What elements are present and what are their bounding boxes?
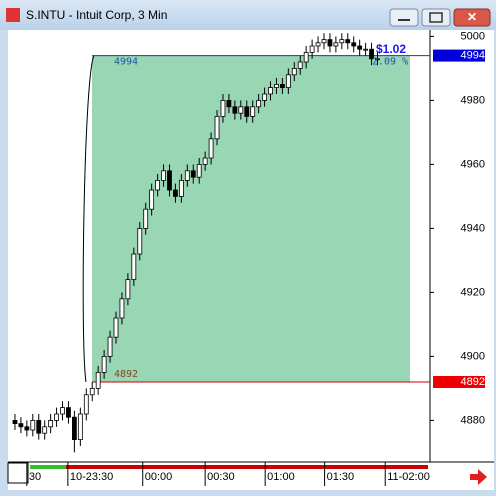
candle-body (95, 371, 101, 389)
window-buttons: ✕ (389, 8, 491, 27)
candle-body (238, 106, 244, 114)
minimize-button[interactable] (389, 8, 419, 27)
x-tick-label: 01:30 (327, 471, 355, 483)
scroll-arrow[interactable] (470, 469, 487, 485)
candle-body (321, 39, 327, 44)
corner-box[interactable] (7, 462, 29, 484)
range-high-label: 4994 (114, 57, 138, 68)
candle-body (250, 106, 256, 117)
y-tick-label: 4900 (461, 350, 485, 362)
candle-body (303, 52, 309, 63)
y-tick-label: 4920 (461, 286, 485, 298)
candle-body (48, 419, 54, 428)
candle-body (137, 227, 143, 255)
candle-body (119, 298, 125, 319)
maximize-icon (429, 12, 443, 23)
y-tick-label: 4960 (461, 158, 485, 170)
candle-body (149, 189, 155, 210)
close-icon: ✕ (467, 10, 477, 24)
candle-body (262, 93, 267, 101)
candle-body (18, 423, 24, 428)
x-tick-label: 11-02:00 (387, 471, 430, 483)
y-tick-label: 4940 (461, 222, 485, 234)
candle-body (54, 413, 59, 421)
candle-body (208, 138, 214, 159)
price-high-box (433, 49, 485, 62)
candle-body (285, 74, 291, 89)
candle-body (327, 39, 333, 47)
candle-body (155, 179, 161, 191)
candle-body (214, 116, 220, 140)
candle-body (178, 179, 184, 197)
x-tick-label: 00:30 (207, 471, 235, 483)
candle-body (131, 253, 137, 281)
range-box (92, 55, 410, 382)
candle-body (66, 407, 71, 418)
price-low-box (433, 376, 485, 388)
candle-body (345, 39, 351, 44)
candle-body (256, 100, 262, 108)
candle-body (190, 170, 196, 178)
candle-body (279, 84, 285, 89)
y-tick-label: 4980 (461, 94, 485, 106)
x-tick-label: 01:00 (267, 471, 295, 483)
candle-body (125, 279, 131, 300)
candle-body (89, 387, 95, 396)
candle-body (60, 407, 65, 415)
range-edge (82, 55, 95, 383)
change-pct-label: 2.09 % (372, 57, 408, 68)
y-tick-label: 4880 (461, 414, 485, 426)
price-high-text: 4994 (461, 50, 485, 62)
candle-body (291, 68, 297, 76)
window-title: S.INTU - Intuit Corp, 3 Min (26, 8, 167, 22)
candle-body (173, 189, 178, 197)
candle-body (72, 416, 77, 441)
candle-body (184, 170, 190, 181)
candle-body (101, 355, 107, 373)
candle-body (339, 39, 345, 44)
candle-body (161, 170, 166, 181)
candle-body (12, 419, 18, 424)
candle-body (77, 413, 83, 441)
candle-body (42, 426, 48, 434)
y-tick-label: 5000 (461, 30, 485, 42)
candle-body (30, 419, 36, 431)
candle-body (83, 394, 89, 415)
candle-body (333, 42, 339, 47)
candle-body (36, 419, 42, 434)
candle-body (375, 58, 380, 61)
candle-body (107, 336, 113, 357)
candle-body (274, 84, 279, 89)
candle-body (220, 100, 226, 117)
maximize-button[interactable] (421, 8, 451, 27)
candle-body (369, 48, 374, 60)
x-tick-label: 10-23:30 (70, 471, 113, 483)
x-tick-label: 00:00 (145, 471, 173, 483)
range-low-label: 4892 (114, 369, 138, 380)
x-tick-label: 30 (29, 471, 41, 483)
price-low-text: 4892 (461, 376, 485, 388)
candle-body (309, 45, 315, 53)
candle-body (315, 42, 321, 47)
candle-body (113, 317, 119, 338)
candle-body (143, 208, 149, 229)
candle-body (297, 61, 303, 69)
candle-body (244, 106, 250, 117)
change-label: $1.02 (376, 42, 406, 56)
candle-body (167, 170, 172, 191)
candle-body (363, 48, 369, 51)
candle-body (226, 100, 232, 108)
candle-body (351, 42, 357, 47)
candle-body (196, 163, 202, 178)
candle-body (24, 426, 30, 431)
candle-body (202, 157, 208, 165)
candle-body (268, 87, 273, 95)
progress-red (66, 465, 428, 469)
close-button[interactable] (453, 8, 491, 27)
app-icon (6, 8, 20, 22)
candle-body (232, 106, 238, 114)
candle-body (357, 45, 363, 50)
progress-green (30, 465, 66, 469)
